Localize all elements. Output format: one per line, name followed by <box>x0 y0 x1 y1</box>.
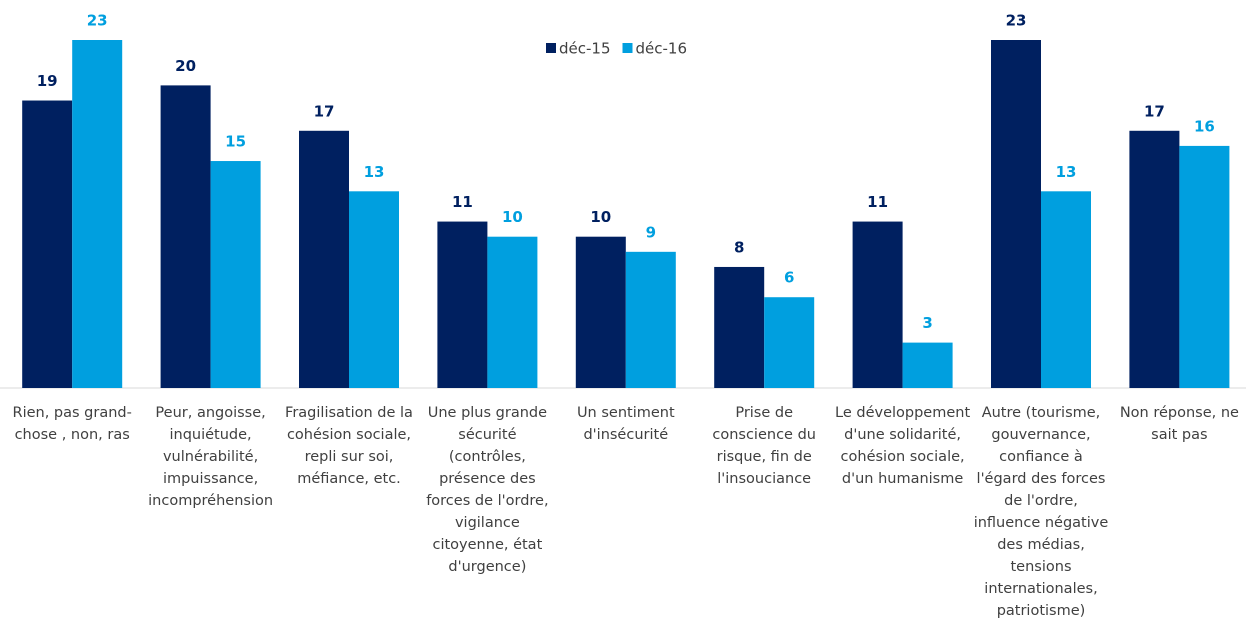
x-tick-label: Peur, angoisse, inquiétude, vulnérabilit… <box>148 405 274 509</box>
value-label: 13 <box>364 163 385 181</box>
value-label: 8 <box>734 238 744 256</box>
value-label: 11 <box>867 193 888 211</box>
legend-label: déc-16 <box>636 40 688 58</box>
bar <box>575 236 626 388</box>
bar <box>160 85 211 389</box>
x-tick-label: Non réponse, ne sait pas <box>1119 405 1239 443</box>
bar <box>22 100 73 389</box>
bar <box>487 236 538 388</box>
x-tick-label: Un sentiment d'insécurité <box>576 405 675 443</box>
legend-swatch <box>622 43 633 53</box>
value-label: 9 <box>646 223 656 241</box>
bar <box>764 297 815 388</box>
x-tick-label: Prise de conscience du risque, fin de l'… <box>712 405 816 487</box>
bar <box>714 266 765 388</box>
value-label: 13 <box>1056 163 1077 181</box>
value-label: 23 <box>1006 12 1027 30</box>
bar <box>625 251 676 388</box>
bar <box>991 40 1041 388</box>
bar <box>72 40 123 388</box>
bar <box>1129 130 1180 389</box>
bar <box>852 221 903 388</box>
bar <box>299 130 349 389</box>
legend-swatch <box>546 43 556 53</box>
bar <box>437 221 488 388</box>
bar <box>902 342 953 388</box>
legend-label: déc-15 <box>559 40 611 58</box>
bar <box>349 191 399 388</box>
value-label: 23 <box>87 12 108 30</box>
value-label: 6 <box>784 269 794 287</box>
x-tick-label: Le développement d'une solidarité, cohés… <box>835 405 971 487</box>
x-tick-label: Autre (tourisme, gouvernance, confiance … <box>973 405 1109 619</box>
bar <box>210 161 261 388</box>
x-tick-label: Une plus grande sécurité (contrôles, pré… <box>426 405 549 575</box>
value-label: 10 <box>502 208 523 226</box>
value-label: 16 <box>1194 117 1215 135</box>
x-tick-label: Fragilisation de la cohésion sociale, re… <box>285 405 413 487</box>
value-label: 10 <box>590 208 611 226</box>
bar <box>1179 145 1230 388</box>
value-label: 17 <box>314 102 335 120</box>
value-label: 11 <box>452 193 473 211</box>
value-label: 17 <box>1144 102 1165 120</box>
x-tick-label: Rien, pas grand-chose , non, ras <box>12 405 132 443</box>
value-label: 15 <box>225 133 246 151</box>
value-label: 3 <box>922 314 932 332</box>
value-label: 20 <box>175 57 196 75</box>
bar <box>1041 191 1091 388</box>
value-label: 19 <box>37 72 58 90</box>
